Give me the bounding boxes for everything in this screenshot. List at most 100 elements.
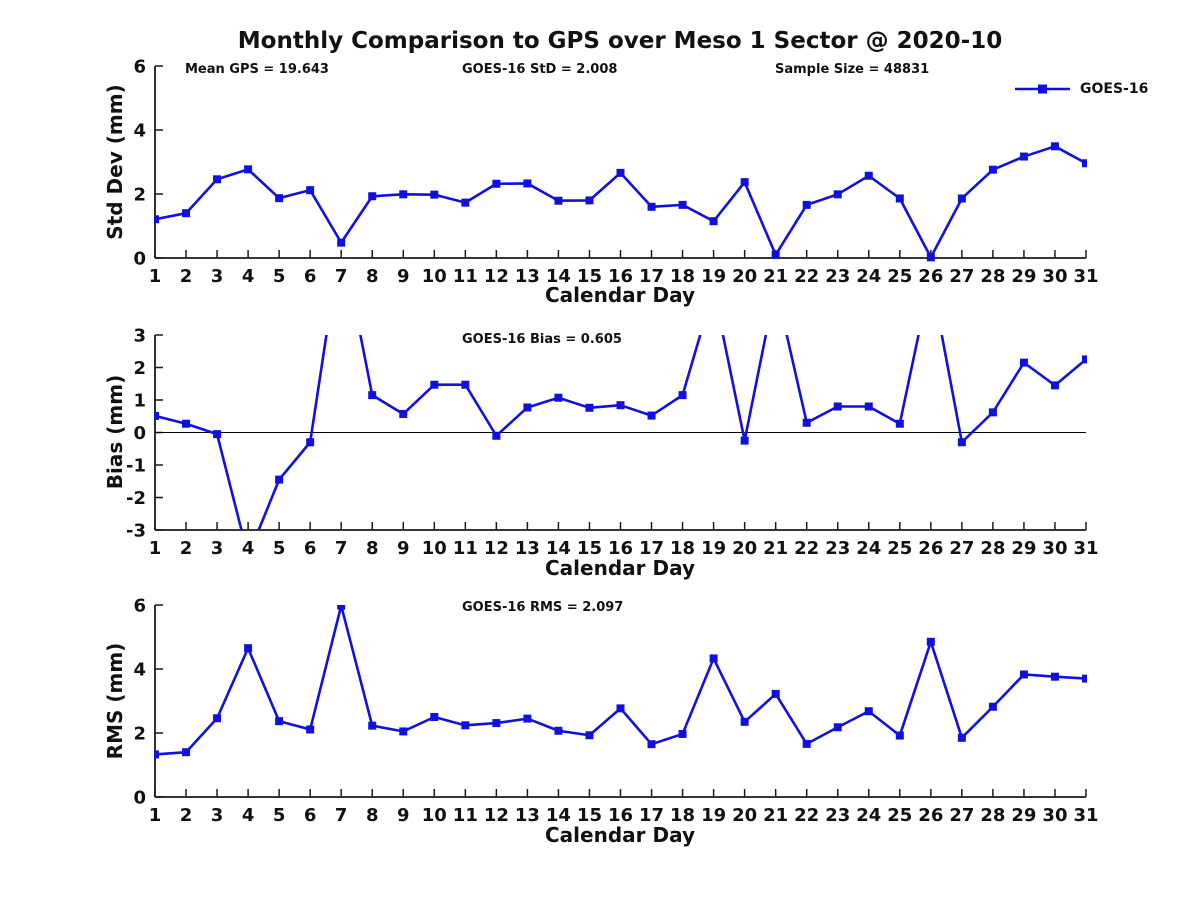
x-tick-label: 6 [304, 538, 317, 559]
data-line-goes16 [154, 605, 1087, 756]
x-tick-label: 13 [515, 538, 540, 559]
data-point-marker [523, 403, 532, 412]
data-point-marker [585, 196, 594, 205]
annotation-goes16-rms: GOES-16 RMS = 2.097 [462, 600, 624, 615]
y-tick-label: 2 [133, 185, 146, 206]
data-point-marker [1050, 672, 1059, 681]
x-tick-label: 28 [980, 266, 1005, 287]
data-point-marker [492, 719, 501, 728]
x-tick-label: 16 [608, 538, 633, 559]
data-point-marker [616, 401, 625, 410]
data-point-marker [154, 750, 159, 759]
x-tick-label: 30 [1042, 266, 1067, 287]
data-point-marker [678, 729, 687, 738]
data-point-marker [368, 391, 377, 400]
x-tick-label: 27 [949, 538, 974, 559]
data-point-marker [554, 393, 563, 402]
x-tick-label: 19 [701, 805, 726, 826]
y-tick-label: 0 [133, 249, 146, 270]
x-tick-label: 11 [453, 805, 478, 826]
x-tick-label: 8 [366, 805, 379, 826]
data-point-marker [771, 689, 780, 698]
data-point-marker [740, 717, 749, 726]
data-point-marker [647, 740, 656, 749]
x-tick-label: 1 [149, 266, 162, 287]
data-point-marker [154, 215, 159, 224]
x-tick-label: 21 [763, 805, 788, 826]
annotation-sample-size: Sample Size = 48831 [775, 62, 930, 77]
x-tick-label: 2 [180, 538, 193, 559]
x-tick-label: 4 [242, 805, 255, 826]
y-tick-label: -1 [126, 456, 146, 477]
data-point-marker [337, 605, 346, 610]
x-axis-label-top: Calendar Day [545, 283, 695, 307]
x-tick-label: 22 [794, 538, 819, 559]
data-point-marker [182, 748, 191, 757]
x-tick-label: 15 [577, 538, 602, 559]
x-tick-label: 30 [1042, 805, 1067, 826]
data-point-marker [895, 419, 904, 428]
x-tick-label: 4 [242, 266, 255, 287]
annotation-goes16-bias: GOES-16 Bias = 0.605 [462, 332, 622, 347]
data-point-marker [1082, 159, 1087, 168]
data-point-marker [461, 380, 470, 389]
data-point-marker [833, 190, 842, 199]
x-tick-label: 2 [180, 266, 193, 287]
x-tick-label: 3 [211, 538, 224, 559]
data-point-marker [154, 411, 159, 420]
data-point-marker [616, 168, 625, 177]
x-tick-label: 2 [180, 805, 193, 826]
data-point-marker [585, 403, 594, 412]
x-tick-label: 11 [453, 266, 478, 287]
data-line-goes16 [154, 145, 1087, 259]
data-point-marker [1050, 142, 1059, 151]
data-point-marker [709, 217, 718, 226]
y-axis-label-rms: RMS (mm) [103, 642, 127, 760]
x-tick-label: 22 [794, 266, 819, 287]
y-tick-label: 2 [133, 358, 146, 379]
x-tick-label: 29 [1011, 805, 1036, 826]
data-point-marker [1019, 358, 1028, 367]
x-tick-label: 23 [825, 266, 850, 287]
data-point-marker [833, 402, 842, 411]
data-point-marker [430, 190, 439, 199]
x-tick-label: 1 [149, 538, 162, 559]
x-tick-label: 6 [304, 805, 317, 826]
x-tick-label: 8 [366, 538, 379, 559]
x-tick-label: 20 [732, 538, 757, 559]
x-tick-label: 8 [366, 266, 379, 287]
data-point-marker [430, 713, 439, 721]
x-tick-label: 7 [335, 805, 348, 826]
data-point-marker [523, 714, 532, 723]
data-point-marker [399, 727, 408, 736]
y-tick-label: 0 [133, 788, 146, 809]
x-tick-label: 31 [1073, 805, 1098, 826]
x-tick-label: 15 [577, 266, 602, 287]
x-tick-label: 26 [918, 805, 943, 826]
data-point-marker [926, 253, 935, 262]
annotation-goes16-std: GOES-16 StD = 2.008 [462, 62, 618, 77]
marker-group [154, 142, 1087, 262]
x-tick-label: 24 [856, 266, 881, 287]
x-tick-label: 13 [515, 266, 540, 287]
x-tick-label: 16 [608, 805, 633, 826]
x-axis-label-bottom: Calendar Day [545, 823, 695, 847]
x-tick-label: 29 [1011, 266, 1036, 287]
x-tick-label: 17 [639, 538, 664, 559]
data-point-marker [492, 179, 501, 188]
x-tick-label: 10 [422, 538, 447, 559]
x-tick-label: 25 [887, 805, 912, 826]
x-tick-label: 19 [701, 266, 726, 287]
subplot-0: 1 2 3 4 5 6 7 8 9 10 11 12 13 14 15 16 17 18 19 20 21 22 23 24 2… [133, 57, 1098, 288]
data-point-marker [802, 418, 811, 427]
x-tick-label: 4 [242, 538, 255, 559]
data-point-marker [554, 726, 563, 735]
marker-group [154, 605, 1087, 759]
x-tick-label: 20 [732, 805, 757, 826]
x-tick-label: 14 [546, 538, 571, 559]
data-point-marker [864, 707, 873, 716]
data-point-marker [1082, 674, 1087, 683]
data-point-marker [678, 200, 687, 209]
figure-title: Monthly Comparison to GPS over Meso 1 Se… [237, 28, 1003, 54]
data-point-marker [399, 190, 408, 199]
